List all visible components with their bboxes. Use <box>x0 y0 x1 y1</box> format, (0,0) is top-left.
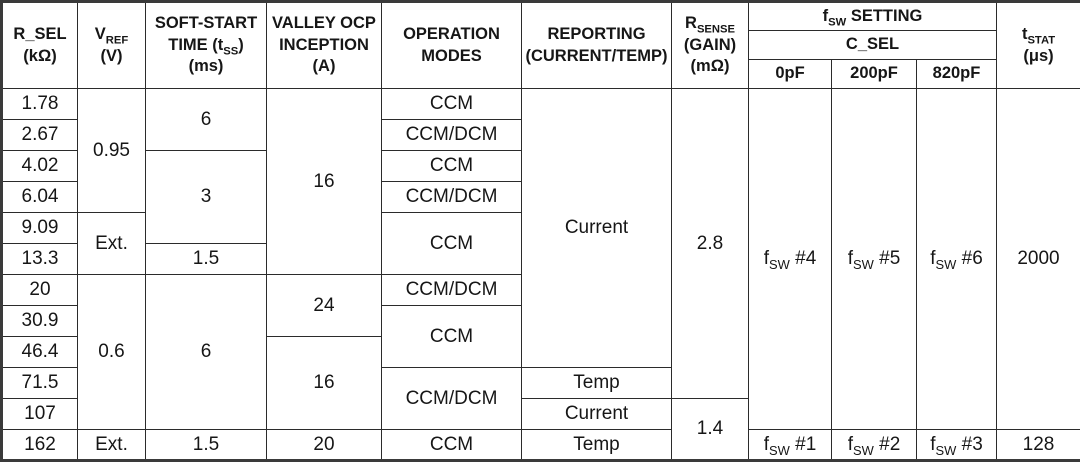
table-row: 71.5 CCM/DCM Temp <box>1 367 1080 430</box>
col-header-t-stat-name: tSTAT <box>1021 25 1056 47</box>
table-row: 30.9 CCM <box>1 305 1080 368</box>
operation-mode-cell: CCM <box>381 150 522 182</box>
reporting-cell: Current <box>521 398 672 430</box>
soft-start-cell: 3 <box>145 150 267 244</box>
table-row: 6.04 CCM/DCM <box>1 181 1080 213</box>
fsw-cell-200pf: fSW #2 <box>831 429 917 461</box>
soft-start-cell: 1.5 <box>145 243 267 275</box>
v-ref-cell: Ext. <box>77 212 146 275</box>
table-row: 162 Ext. 1.5 20 CCM Temp fSW #1 fSW #2 fSW… <box>1 429 1080 461</box>
col-header-valley-ocp-line1: VALLEY OCP <box>272 14 376 33</box>
col-header-r-sense-unit: (mΩ) <box>690 57 730 76</box>
col-header-operation-modes: OPERATION MODES <box>381 1 522 89</box>
r-sel-cell: 162 <box>1 429 78 461</box>
operation-mode-cell: CCM/DCM <box>381 181 522 213</box>
valley-ocp-cell: 20 <box>266 429 382 461</box>
t-stat-cell: 2000 <box>996 88 1080 430</box>
soft-start-cell: 6 <box>145 274 267 430</box>
operation-mode-cell: CCM <box>381 212 522 275</box>
r-sel-cell: 9.09 <box>1 212 78 244</box>
reporting-cell: Current <box>521 88 672 368</box>
col-header-c-sel-820pf: 820pF <box>916 59 997 89</box>
col-header-c-sel-0pf: 0pF <box>748 59 832 89</box>
operation-mode-cell: CCM/DCM <box>381 119 522 151</box>
r-sel-cell: 46.4 <box>1 336 78 368</box>
fsw-cell-820pf: fSW #6 <box>916 88 997 430</box>
v-ref-cell: Ext. <box>77 429 146 461</box>
fsw-cell-0pf: fSW #4 <box>748 88 832 430</box>
r-sel-cell: 4.02 <box>1 150 78 182</box>
col-header-valley-ocp-line2: INCEPTION <box>279 35 369 54</box>
fsw-cell-0pf: fSW #1 <box>748 429 832 461</box>
r-sel-cell: 1.78 <box>1 88 78 120</box>
operation-mode-cell: CCM <box>381 88 522 120</box>
col-header-v-ref: VREF (V) <box>77 1 146 89</box>
r-sel-cell: 20 <box>1 274 78 306</box>
valley-ocp-cell: 16 <box>266 336 382 430</box>
table-row: 2.67 CCM/DCM <box>1 119 1080 151</box>
col-header-r-sense-name: RSENSE <box>685 14 735 36</box>
col-header-valley-ocp-unit: (A) <box>312 57 336 76</box>
col-header-v-ref-name: VREF <box>94 25 129 47</box>
valley-ocp-cell: 16 <box>266 88 382 275</box>
col-header-c-sel-200pf: 200pF <box>831 59 917 89</box>
table-row: 9.09 Ext. CCM <box>1 212 1080 275</box>
col-header-r-sense-line2: (GAIN) <box>683 35 737 54</box>
col-group-header-fsw-setting: fSW SETTING <box>748 1 997 31</box>
col-header-reporting-line2: (CURRENT/TEMP) <box>525 46 668 65</box>
reporting-cell: Temp <box>521 429 672 461</box>
operation-mode-cell: CCM <box>381 429 522 461</box>
r-sel-cell: 2.67 <box>1 119 78 151</box>
col-header-soft-start: SOFT-START TIME (tSS) (ms) <box>145 1 267 89</box>
operation-mode-cell: CCM/DCM <box>381 367 522 430</box>
col-header-r-sense: RSENSE (GAIN) (mΩ) <box>671 1 749 89</box>
table-row: 1.78 0.95 6 16 CCM Current 2.8 fSW #4 fSW… <box>1 88 1080 430</box>
r-sense-cell: 2.8 <box>671 88 749 399</box>
table-row: 4.02 3 CCM <box>1 150 1080 244</box>
r-sense-cell: 1.4 <box>671 398 749 461</box>
col-header-soft-start-line1: SOFT-START <box>154 14 258 33</box>
v-ref-cell: 0.95 <box>77 88 146 213</box>
col-header-operation-modes-line2: MODES <box>421 46 482 65</box>
col-header-soft-start-unit: (ms) <box>188 57 224 76</box>
col-header-soft-start-line2: TIME (tSS) <box>168 35 244 58</box>
r-sel-cell: 6.04 <box>1 181 78 213</box>
soft-start-cell: 6 <box>145 88 267 151</box>
r-sel-cell: 107 <box>1 398 78 430</box>
r-sel-cell: 30.9 <box>1 305 78 337</box>
table-row: 46.4 16 <box>1 336 1080 430</box>
fsw-cell-200pf: fSW #5 <box>831 88 917 430</box>
col-header-operation-modes-line1: OPERATION <box>403 25 500 44</box>
col-header-reporting-line1: REPORTING <box>547 25 646 44</box>
col-group-header-c-sel: C_SEL <box>748 30 997 60</box>
soft-start-cell: 1.5 <box>145 429 267 461</box>
operation-mode-cell: CCM/DCM <box>381 274 522 306</box>
col-header-valley-ocp: VALLEY OCP INCEPTION (A) <box>266 1 382 89</box>
col-header-r-sel-name: R_SEL <box>13 25 67 44</box>
r-sel-cell: 13.3 <box>1 243 78 275</box>
col-header-reporting: REPORTING (CURRENT/TEMP) <box>521 1 672 89</box>
t-stat-cell: 128 <box>996 429 1080 461</box>
col-header-v-ref-unit: (V) <box>100 46 123 65</box>
operation-mode-cell: CCM <box>381 305 522 368</box>
r-sel-cell: 71.5 <box>1 367 78 399</box>
col-header-t-stat: tSTAT (μs) <box>996 1 1080 89</box>
fsw-cell-820pf: fSW #3 <box>916 429 997 461</box>
v-ref-cell: 0.6 <box>77 274 146 430</box>
reporting-cell: Temp <box>521 367 672 399</box>
col-header-t-stat-unit: (μs) <box>1023 46 1054 65</box>
col-header-r-sel: R_SEL (kΩ) <box>1 1 78 89</box>
table-row: 13.3 1.5 <box>1 243 1080 275</box>
valley-ocp-cell: 24 <box>266 274 382 337</box>
col-header-r-sel-unit: (kΩ) <box>23 46 57 65</box>
